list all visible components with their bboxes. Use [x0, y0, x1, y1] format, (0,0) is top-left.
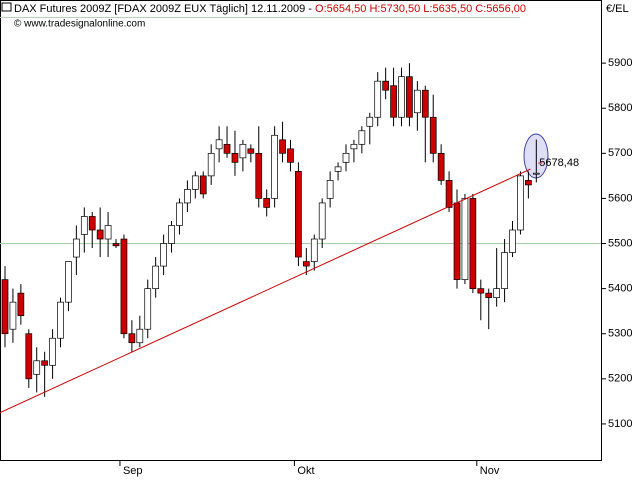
candle-body: [231, 152, 239, 163]
candle-body: [358, 130, 366, 145]
chart-icon: [1, 2, 12, 12]
copyright: © www.tradesignalonline.com: [14, 19, 145, 30]
candle-body: [310, 238, 318, 262]
candle-body: [406, 76, 413, 118]
candle-body: [168, 225, 175, 244]
candle-body: [342, 152, 350, 163]
candle-body: [532, 172, 540, 175]
candle-body: [445, 180, 453, 208]
title-text: DAX Futures 2009Z [FDAX 2009Z EUX Täglic…: [14, 3, 315, 15]
candle-body: [247, 148, 255, 154]
candle-body: [49, 337, 56, 366]
y-tick-label: 5900: [608, 57, 632, 69]
candle-body: [128, 333, 136, 344]
candle-body: [287, 148, 294, 163]
candle-body: [453, 202, 461, 280]
y-axis-label: €/EL: [606, 3, 629, 15]
candle-body: [437, 152, 445, 181]
y-tick-label: 5400: [608, 283, 632, 295]
candle-body: [525, 180, 532, 186]
candle-body: [144, 288, 152, 330]
candle-body: [414, 89, 421, 114]
candle-body: [366, 116, 374, 127]
candle-body: [9, 301, 17, 330]
trendline: [0, 168, 531, 414]
candle-body: [326, 180, 334, 199]
y-tick-label: 5700: [608, 147, 632, 159]
chart-title: DAX Futures 2009Z [FDAX 2009Z EUX Täglic…: [14, 3, 526, 15]
candle-body: [199, 175, 207, 195]
candle-body: [382, 80, 389, 91]
candle-body: [461, 198, 469, 280]
candle-body: [295, 171, 302, 258]
candle-body: [215, 139, 223, 150]
candle-body: [41, 360, 49, 366]
candle-body: [17, 292, 25, 317]
candle-body: [429, 116, 437, 154]
candle-body: [271, 134, 278, 199]
candle-body: [191, 175, 199, 190]
candle-body: [96, 229, 104, 240]
candle-body: [57, 301, 64, 339]
candle-body: [1, 279, 9, 335]
y-tick-label: 5200: [608, 373, 632, 385]
candle-body: [469, 198, 477, 289]
candle-body: [136, 328, 144, 344]
candle-body: [73, 238, 80, 258]
x-tick-label: Nov: [480, 465, 500, 477]
candle-body: [350, 143, 358, 150]
candle-body: [421, 89, 429, 118]
candle-body: [398, 76, 405, 118]
candle-body: [120, 238, 128, 335]
x-tick-label: Sep: [123, 465, 143, 477]
candle-body: [104, 225, 112, 240]
plot-frame: [0, 0, 602, 461]
y-tick-label: 5100: [608, 418, 632, 430]
candle-body: [88, 216, 96, 231]
candle-body: [80, 216, 88, 235]
y-tick-label: 5300: [608, 328, 632, 340]
candle-body: [509, 229, 516, 253]
candle-body: [334, 166, 342, 172]
candle-body: [152, 265, 160, 289]
y-tick-label: 5500: [608, 237, 632, 249]
candle-body: [255, 152, 263, 199]
candle-body: [279, 139, 286, 154]
candle-body: [239, 143, 247, 159]
candle-body: [501, 252, 508, 289]
candle-body: [25, 333, 33, 380]
candle-body: [477, 288, 485, 294]
candle-body: [33, 360, 41, 375]
candle-body: [302, 261, 310, 267]
y-tick-label: 5800: [608, 102, 632, 114]
candle-body: [207, 152, 215, 177]
candle-body: [493, 288, 501, 298]
candle-body: [390, 85, 397, 118]
candle-body: [65, 261, 72, 303]
candle-body: [112, 243, 120, 247]
candle-body: [318, 202, 326, 240]
ohlc-text: O:5654,50 H:5730,50 L:5635,50 C:5656,00: [315, 3, 526, 15]
candle-body: [184, 189, 191, 204]
x-tick-label: Okt: [297, 465, 314, 477]
candle-body: [176, 202, 183, 226]
candle-body: [517, 175, 524, 231]
annotation-label: 5678,48: [539, 157, 579, 169]
candle-body: [263, 198, 271, 208]
candle-body: [160, 243, 167, 267]
candle-body: [223, 143, 231, 154]
candle-body: [485, 292, 493, 298]
candle-body: [374, 80, 382, 118]
y-tick-label: 5600: [608, 192, 632, 204]
